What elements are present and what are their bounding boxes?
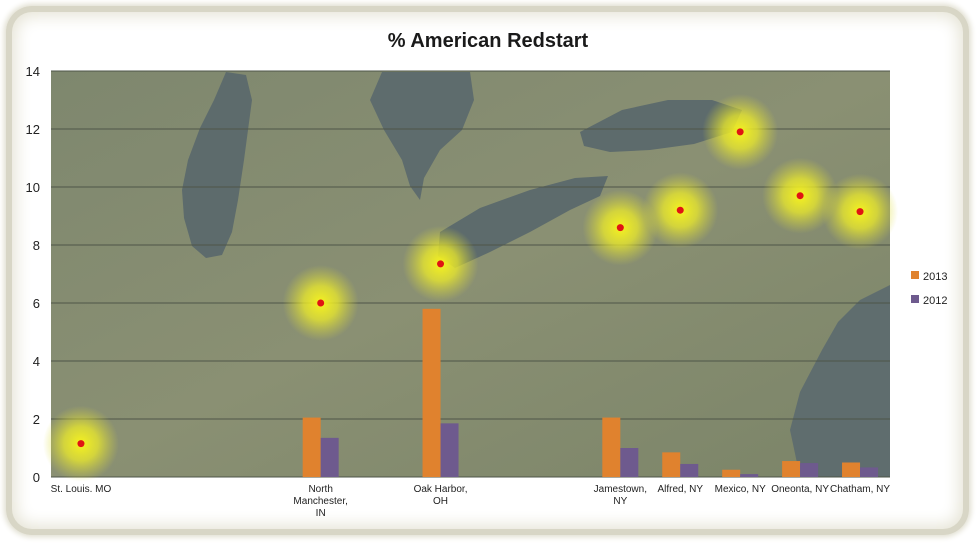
data-marker bbox=[856, 208, 864, 216]
lake-huron bbox=[370, 72, 474, 200]
bar-2012 bbox=[440, 423, 459, 477]
lake-michigan bbox=[182, 72, 252, 258]
bar-2012 bbox=[800, 463, 819, 477]
legend-swatch-2012 bbox=[911, 295, 919, 303]
data-marker bbox=[676, 206, 684, 214]
category-label-line: Jamestown, bbox=[594, 484, 647, 495]
category-label-line: Mexico, NY bbox=[715, 484, 766, 495]
bar-2012 bbox=[680, 463, 699, 477]
bar-2013 bbox=[422, 308, 441, 477]
bar-2012 bbox=[860, 467, 879, 477]
bar-2012 bbox=[620, 448, 639, 477]
data-marker bbox=[317, 299, 325, 307]
category-labels: St. Louis. MO North Manchester, IN Oak Harbo… bbox=[51, 484, 891, 519]
category-label-line: Oneonta, NY bbox=[771, 484, 829, 495]
legend-label-2013: 2013 bbox=[923, 271, 947, 283]
data-marker bbox=[796, 192, 804, 200]
bars bbox=[302, 308, 879, 477]
markers bbox=[77, 128, 864, 448]
y-tick-label: 10 bbox=[26, 180, 40, 195]
category-label-line: Alfred, NY bbox=[657, 484, 703, 495]
category-label-line: OH bbox=[433, 496, 448, 507]
category-label: Chatham, NY bbox=[830, 484, 890, 495]
bar-2012 bbox=[320, 437, 339, 477]
y-tick-label: 14 bbox=[26, 64, 40, 79]
legend: 2013 2012 bbox=[911, 271, 947, 307]
legend-swatch-2013 bbox=[911, 271, 919, 279]
category-label: Jamestown, NY bbox=[594, 484, 647, 507]
category-label: Mexico, NY bbox=[715, 484, 766, 495]
data-marker bbox=[616, 224, 624, 232]
y-tick-label: 12 bbox=[26, 122, 40, 137]
bar-2012 bbox=[740, 474, 759, 477]
category-label-line: Chatham, NY bbox=[830, 484, 890, 495]
category-label-line: IN bbox=[316, 508, 326, 519]
y-tick-label: 8 bbox=[33, 238, 40, 253]
chart-title: % American Redstart bbox=[388, 30, 589, 52]
category-label-line: Oak Harbor, bbox=[414, 484, 468, 495]
category-label-line: St. Louis. MO bbox=[51, 484, 112, 495]
bar-2013 bbox=[302, 417, 321, 477]
bar-2013 bbox=[782, 461, 801, 477]
legend-label-2012: 2012 bbox=[923, 295, 947, 307]
category-label: Oak Harbor, OH bbox=[414, 484, 468, 507]
lake-ontario bbox=[580, 100, 742, 152]
category-label: Alfred, NY bbox=[657, 484, 703, 495]
data-marker bbox=[736, 128, 744, 136]
category-label: North Manchester, IN bbox=[293, 484, 347, 519]
y-tick-label: 0 bbox=[33, 470, 40, 485]
atlantic-ocean bbox=[790, 285, 890, 477]
category-label-line: Manchester, bbox=[293, 496, 347, 507]
y-tick-label: 4 bbox=[33, 354, 40, 369]
data-marker bbox=[437, 260, 445, 268]
data-marker bbox=[77, 440, 85, 448]
category-label-line: NY bbox=[613, 496, 627, 507]
y-axis-ticks: 0 2 4 6 8 10 12 14 bbox=[26, 64, 40, 485]
bar-2013 bbox=[602, 417, 621, 477]
category-label: St. Louis. MO bbox=[51, 484, 112, 495]
bar-2013 bbox=[842, 462, 861, 477]
bar-2013 bbox=[662, 452, 681, 477]
bar-2013 bbox=[722, 469, 741, 477]
y-tick-label: 6 bbox=[33, 296, 40, 311]
y-tick-label: 2 bbox=[33, 412, 40, 427]
category-label-line: North bbox=[308, 484, 332, 495]
category-label: Oneonta, NY bbox=[771, 484, 829, 495]
